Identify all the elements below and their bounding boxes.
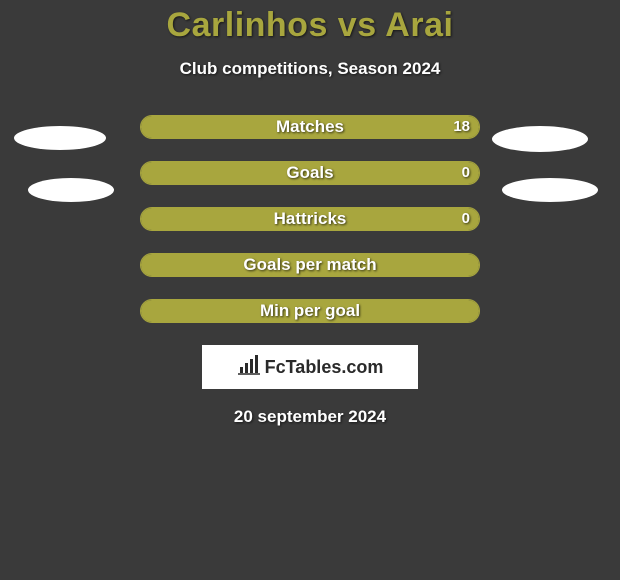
bar-track bbox=[140, 115, 480, 139]
subtitle: Club competitions, Season 2024 bbox=[0, 59, 620, 79]
bar-fill bbox=[141, 300, 479, 322]
badge-text: FcTables.com bbox=[265, 357, 384, 378]
bar-chart-icon bbox=[237, 353, 261, 382]
bar-fill bbox=[141, 162, 479, 184]
bar-fill bbox=[141, 116, 479, 138]
stat-row: Hattricks0 bbox=[0, 207, 620, 233]
bar-track bbox=[140, 299, 480, 323]
bar-track bbox=[140, 253, 480, 277]
bar-track bbox=[140, 207, 480, 231]
decorative-ellipse bbox=[14, 126, 106, 150]
decorative-ellipse bbox=[502, 178, 598, 202]
source-badge: FcTables.com bbox=[202, 345, 418, 389]
decorative-ellipse bbox=[28, 178, 114, 202]
bar-fill bbox=[141, 208, 479, 230]
page-title: Carlinhos vs Arai bbox=[0, 0, 620, 45]
footer-date: 20 september 2024 bbox=[0, 407, 620, 427]
bar-fill bbox=[141, 254, 479, 276]
decorative-ellipse bbox=[492, 126, 588, 152]
bar-track bbox=[140, 161, 480, 185]
stat-row: Min per goal bbox=[0, 299, 620, 325]
stat-row: Goals per match bbox=[0, 253, 620, 279]
